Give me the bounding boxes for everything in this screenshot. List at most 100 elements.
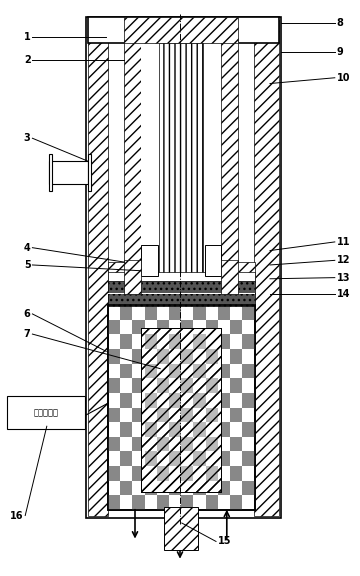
Bar (132, 495, 145, 510)
Bar (169, 452, 181, 466)
Bar (254, 20, 279, 516)
Bar (108, 305, 255, 510)
Bar (169, 363, 181, 378)
Bar (141, 43, 221, 294)
Bar (218, 363, 230, 378)
Text: 7: 7 (24, 329, 31, 339)
Bar (221, 260, 238, 294)
Bar (120, 480, 132, 495)
Bar (193, 335, 206, 349)
Bar (193, 480, 206, 495)
Bar (181, 320, 193, 335)
Bar (145, 335, 157, 349)
Bar (120, 363, 132, 378)
Bar (206, 437, 218, 452)
Bar (157, 495, 169, 510)
Bar (193, 422, 206, 437)
Bar (230, 437, 242, 452)
Bar (108, 466, 120, 480)
Bar (108, 320, 120, 335)
Bar (206, 349, 218, 363)
Bar (206, 466, 218, 480)
Bar (206, 437, 218, 452)
Text: 11: 11 (337, 237, 350, 247)
Bar (108, 408, 120, 422)
Bar (157, 320, 169, 335)
Bar (145, 452, 157, 466)
Bar (230, 495, 242, 510)
Bar (132, 349, 145, 363)
Bar (164, 507, 198, 550)
Bar (157, 408, 169, 422)
Bar (132, 437, 145, 452)
Bar (218, 305, 230, 320)
Bar (49, 154, 52, 191)
Bar (7, 396, 85, 429)
Bar (242, 480, 255, 495)
Bar (86, 17, 281, 518)
Bar (169, 480, 181, 495)
Bar (169, 335, 181, 349)
Bar (108, 262, 125, 282)
Bar (193, 363, 206, 378)
Bar (242, 363, 255, 378)
Bar (206, 408, 218, 422)
Bar (230, 349, 242, 363)
Text: 9: 9 (337, 47, 343, 57)
Bar (157, 408, 169, 422)
Bar (169, 452, 181, 466)
Bar (145, 363, 157, 378)
Bar (169, 335, 181, 349)
Bar (169, 422, 181, 437)
Bar (181, 378, 193, 393)
Bar (132, 408, 145, 422)
Bar (88, 20, 108, 516)
Bar (88, 154, 91, 191)
Bar (120, 335, 132, 349)
Bar (120, 305, 132, 320)
Bar (132, 320, 145, 335)
Bar (49, 161, 88, 184)
Bar (193, 305, 206, 320)
Bar (242, 335, 255, 349)
Bar (218, 393, 230, 408)
Bar (169, 393, 181, 408)
Bar (157, 466, 169, 480)
Bar (206, 349, 218, 363)
Bar (157, 349, 169, 363)
Bar (221, 40, 238, 294)
Bar (181, 349, 193, 363)
Bar (218, 452, 230, 466)
Bar (205, 245, 221, 276)
Text: 13: 13 (337, 272, 350, 283)
Bar (206, 378, 218, 393)
Bar (230, 408, 242, 422)
Bar (120, 452, 132, 466)
Bar (230, 378, 242, 393)
Bar (206, 320, 218, 335)
Bar (181, 408, 193, 422)
Bar (181, 437, 193, 452)
Bar (242, 422, 255, 437)
Bar (181, 466, 193, 480)
Bar (141, 328, 221, 492)
Bar (145, 393, 157, 408)
Bar (193, 393, 206, 408)
Bar (132, 466, 145, 480)
Text: 8: 8 (337, 18, 343, 28)
Bar (237, 262, 255, 282)
Bar (157, 378, 169, 393)
Bar (145, 393, 157, 408)
Bar (157, 378, 169, 393)
Bar (157, 466, 169, 480)
Text: 3: 3 (24, 133, 31, 143)
Bar (181, 495, 193, 510)
Bar (218, 480, 230, 495)
Bar (206, 466, 218, 480)
Bar (108, 281, 255, 294)
Text: 16: 16 (10, 510, 23, 521)
Bar (193, 452, 206, 466)
Bar (242, 452, 255, 466)
Text: 5: 5 (24, 260, 31, 270)
Bar (218, 422, 230, 437)
